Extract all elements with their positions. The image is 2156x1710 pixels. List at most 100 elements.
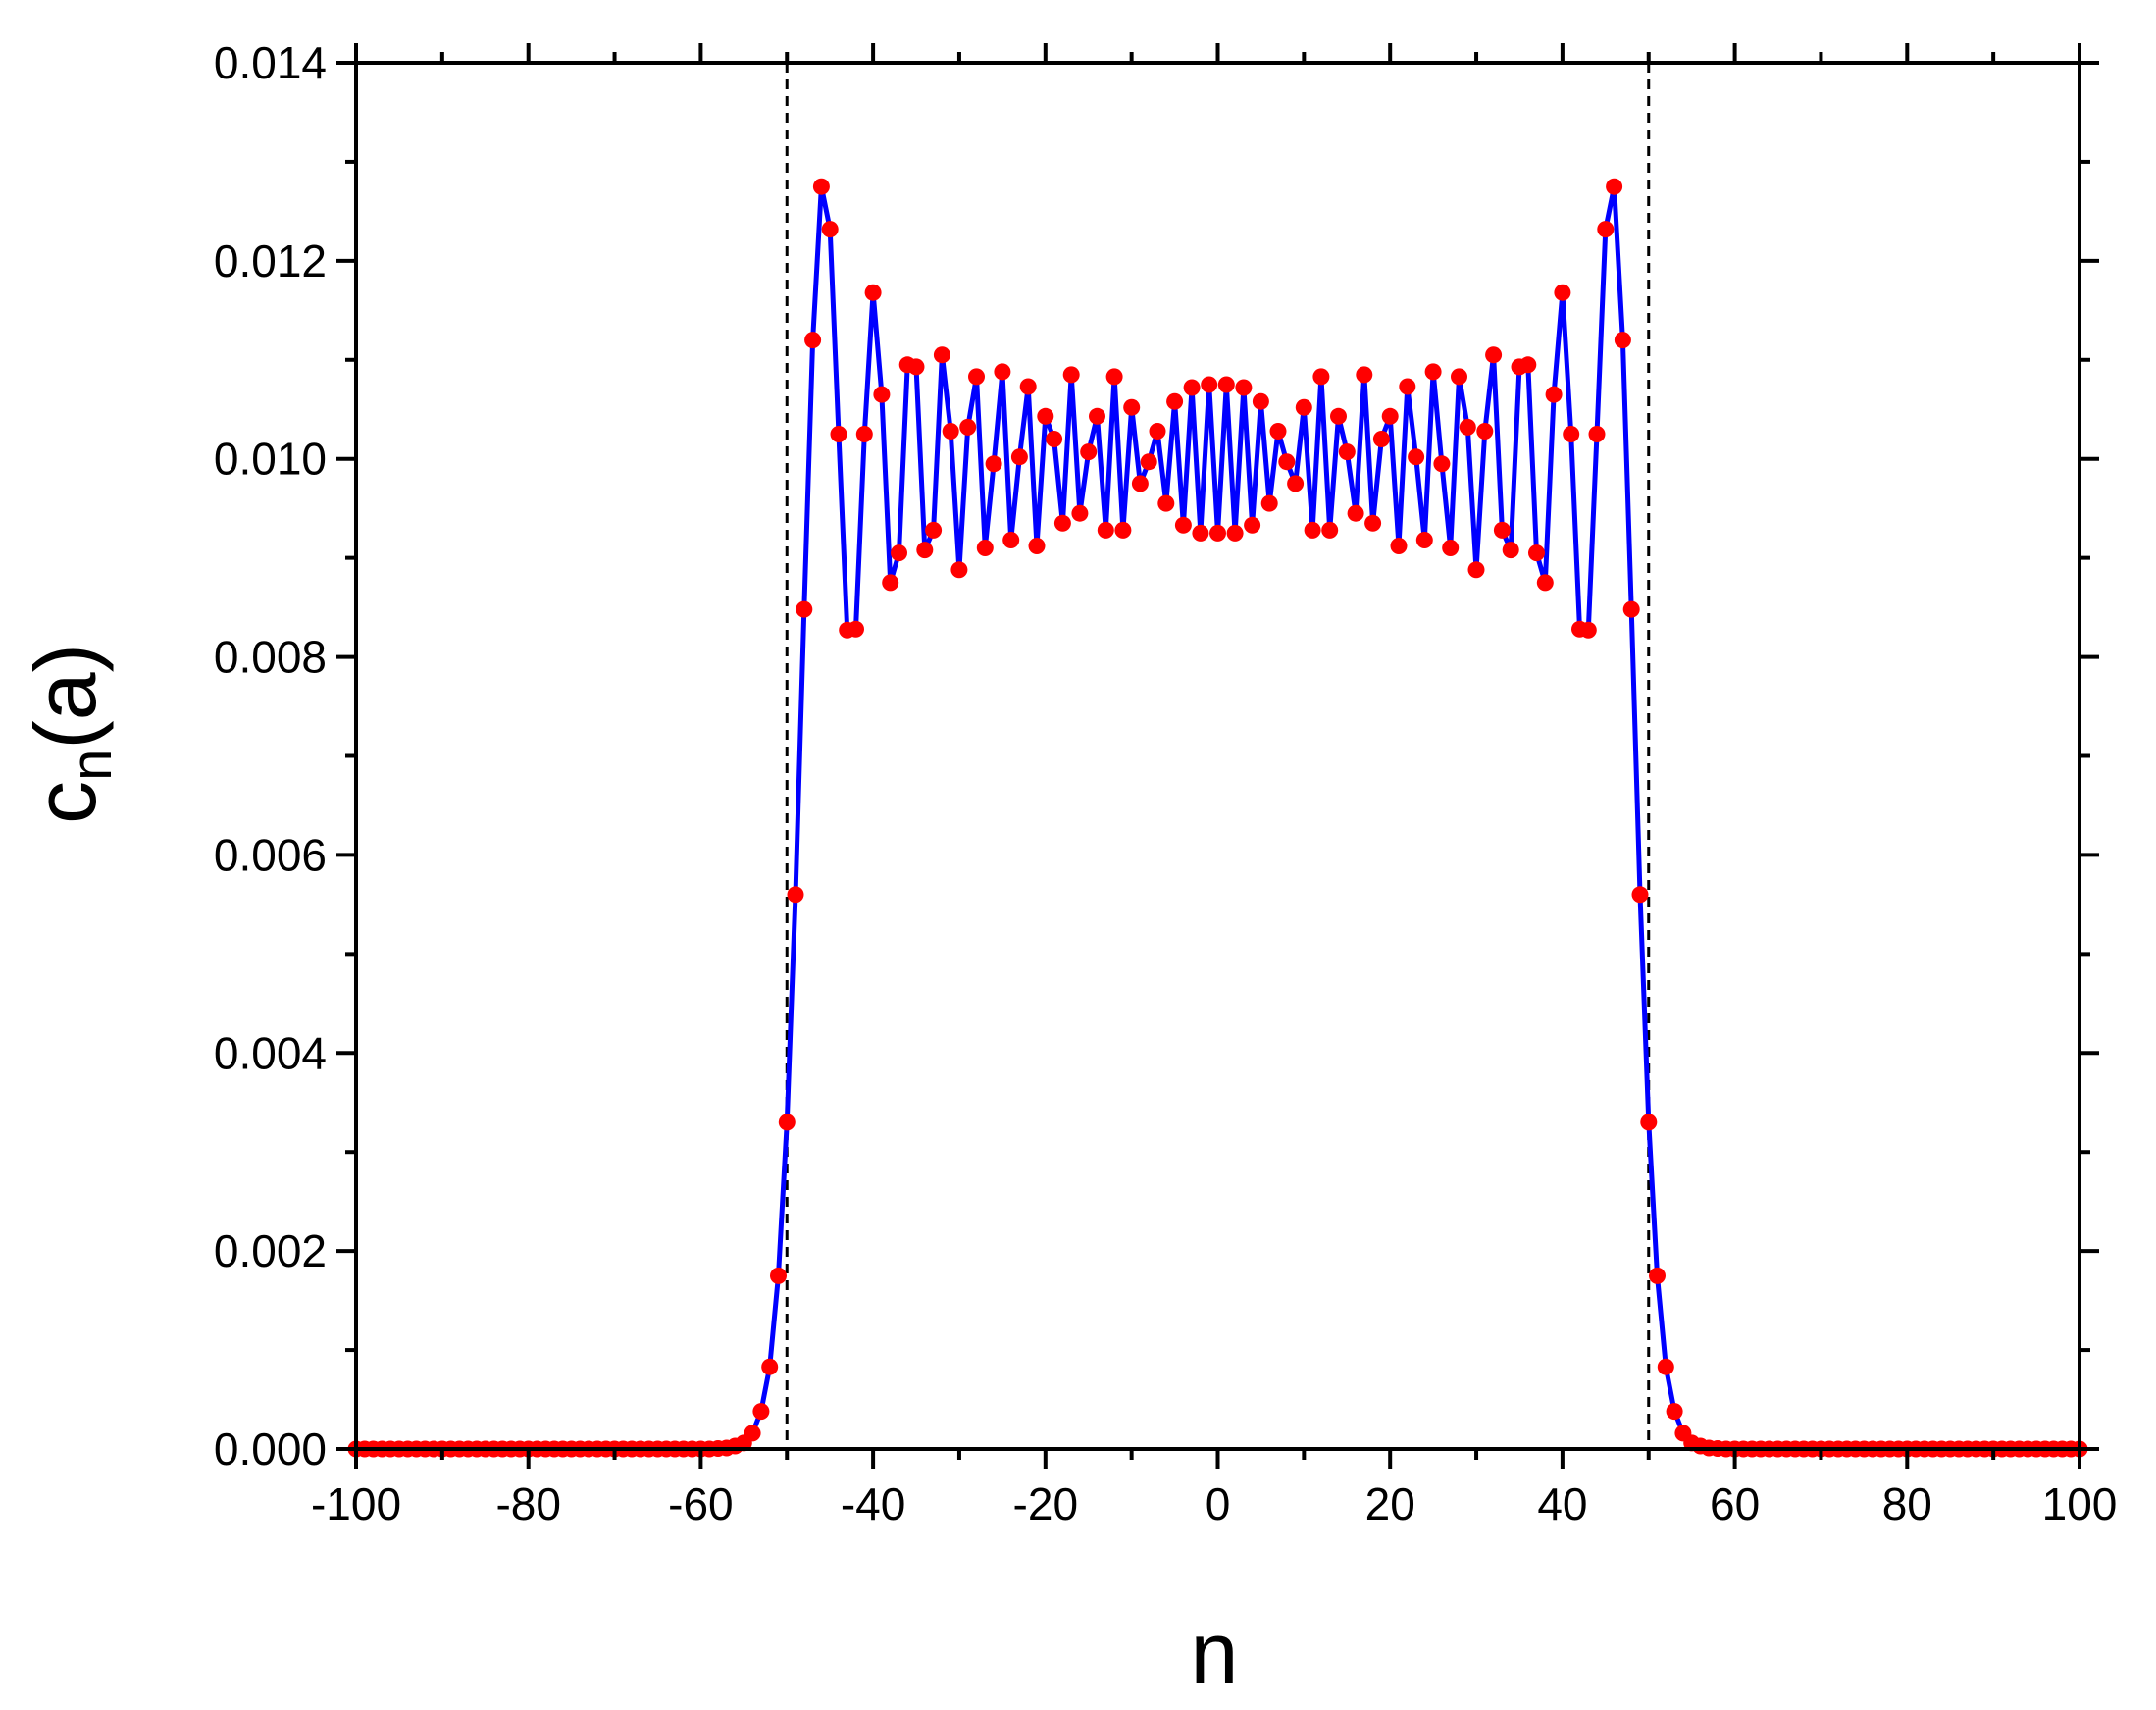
data-point — [933, 346, 950, 364]
data-point — [1037, 407, 1054, 425]
data-point — [1071, 504, 1089, 522]
data-point — [1467, 561, 1485, 579]
data-point — [1399, 378, 1416, 395]
data-point — [1657, 1358, 1674, 1375]
data-point — [1028, 538, 1046, 554]
data-point — [1631, 886, 1649, 904]
data-point — [778, 1114, 796, 1131]
data-point — [1433, 455, 1451, 473]
data-point — [1347, 504, 1364, 522]
data-point — [959, 418, 977, 436]
data-point — [1046, 431, 1063, 447]
data-point — [1588, 426, 1606, 442]
data-point — [1123, 398, 1141, 416]
data-point — [1183, 379, 1201, 396]
data-point — [1140, 453, 1157, 471]
data-point — [1606, 178, 1623, 195]
data-point — [1062, 366, 1080, 384]
data-point — [1131, 475, 1149, 492]
data-point — [873, 386, 891, 403]
y-tick-label: 0.002 — [214, 1225, 327, 1276]
x-tick-label: 100 — [2042, 1478, 2118, 1529]
y-axis-title-tail: (a) — [17, 644, 114, 750]
data-point — [1451, 368, 1467, 386]
x-axis-ticks — [354, 43, 2081, 1469]
x-tick-label: -60 — [668, 1478, 733, 1529]
y-axis-tick-labels: 0.000 0.002 0.004 0.006 0.008 0.010 0.012 0.014 — [214, 37, 327, 1475]
data-point — [1649, 1267, 1666, 1284]
data-point — [1614, 332, 1631, 349]
data-point — [1174, 516, 1192, 534]
data-point — [994, 363, 1011, 381]
data-point — [950, 561, 968, 579]
x-tick-label: 40 — [1537, 1478, 1587, 1529]
data-point — [1149, 423, 1166, 440]
series-markers — [347, 178, 2088, 1458]
data-point — [847, 620, 864, 638]
data-point — [1209, 524, 1226, 542]
y-tick-label: 0.006 — [214, 829, 327, 880]
data-point — [1640, 1114, 1658, 1131]
data-point — [1597, 221, 1615, 238]
data-point — [1157, 494, 1175, 512]
data-point — [804, 332, 822, 349]
data-point — [812, 178, 830, 195]
data-point — [1390, 538, 1408, 554]
data-point — [891, 544, 907, 562]
y-tick-label: 0.000 — [214, 1424, 327, 1475]
x-tick-label: 20 — [1365, 1478, 1415, 1529]
x-tick-label: 0 — [1206, 1478, 1231, 1529]
data-point — [1408, 448, 1425, 466]
data-point — [1330, 407, 1347, 425]
data-point — [1252, 392, 1269, 410]
data-point — [1356, 366, 1373, 384]
x-tick-label: -20 — [1013, 1478, 1078, 1529]
data-point — [1312, 368, 1330, 386]
x-tick-label: 80 — [1882, 1478, 1932, 1529]
data-point — [1235, 379, 1253, 396]
data-point — [1424, 363, 1442, 381]
data-point — [882, 574, 899, 592]
data-point — [1010, 448, 1028, 466]
data-point — [1295, 398, 1312, 416]
data-point — [1226, 524, 1244, 542]
data-point — [1019, 378, 1037, 395]
data-point — [1579, 621, 1597, 639]
y-tick-label: 0.014 — [214, 37, 327, 88]
data-point — [744, 1425, 761, 1442]
data-point — [770, 1267, 787, 1284]
data-point — [1415, 532, 1433, 548]
y-axis-ticks — [336, 61, 2099, 1451]
y-tick-label: 0.010 — [214, 434, 327, 485]
x-axis-title: n — [1191, 1604, 1239, 1701]
data-point — [907, 358, 925, 376]
data-point — [1260, 494, 1278, 512]
data-point — [1502, 542, 1519, 559]
data-point — [1097, 521, 1114, 539]
data-point — [855, 426, 873, 442]
data-point — [1554, 284, 1571, 301]
data-point — [1217, 376, 1235, 393]
data-point — [1287, 475, 1305, 492]
data-point — [1622, 600, 1640, 618]
plot-frame — [354, 61, 2081, 1451]
series-line — [356, 183, 2079, 1452]
data-point — [1114, 521, 1132, 539]
data-point — [1201, 376, 1218, 393]
data-point — [821, 221, 839, 238]
x-axis-tick-labels: -100 -80 -60 -40 -20 0 20 40 60 80 100 — [311, 1478, 2117, 1529]
x-tick-label: -100 — [311, 1478, 401, 1529]
y-axis-title: cn(a) — [17, 644, 124, 824]
data-point — [1485, 346, 1503, 364]
data-point — [1053, 514, 1071, 532]
data-point — [1381, 407, 1399, 425]
x-tick-label: 60 — [1710, 1478, 1760, 1529]
y-tick-label: 0.012 — [214, 235, 327, 286]
data-point — [1519, 356, 1537, 374]
data-point — [1166, 392, 1184, 410]
data-point — [1278, 453, 1296, 471]
data-point — [1493, 521, 1511, 539]
data-point — [1321, 521, 1339, 539]
data-point — [1192, 524, 1209, 542]
